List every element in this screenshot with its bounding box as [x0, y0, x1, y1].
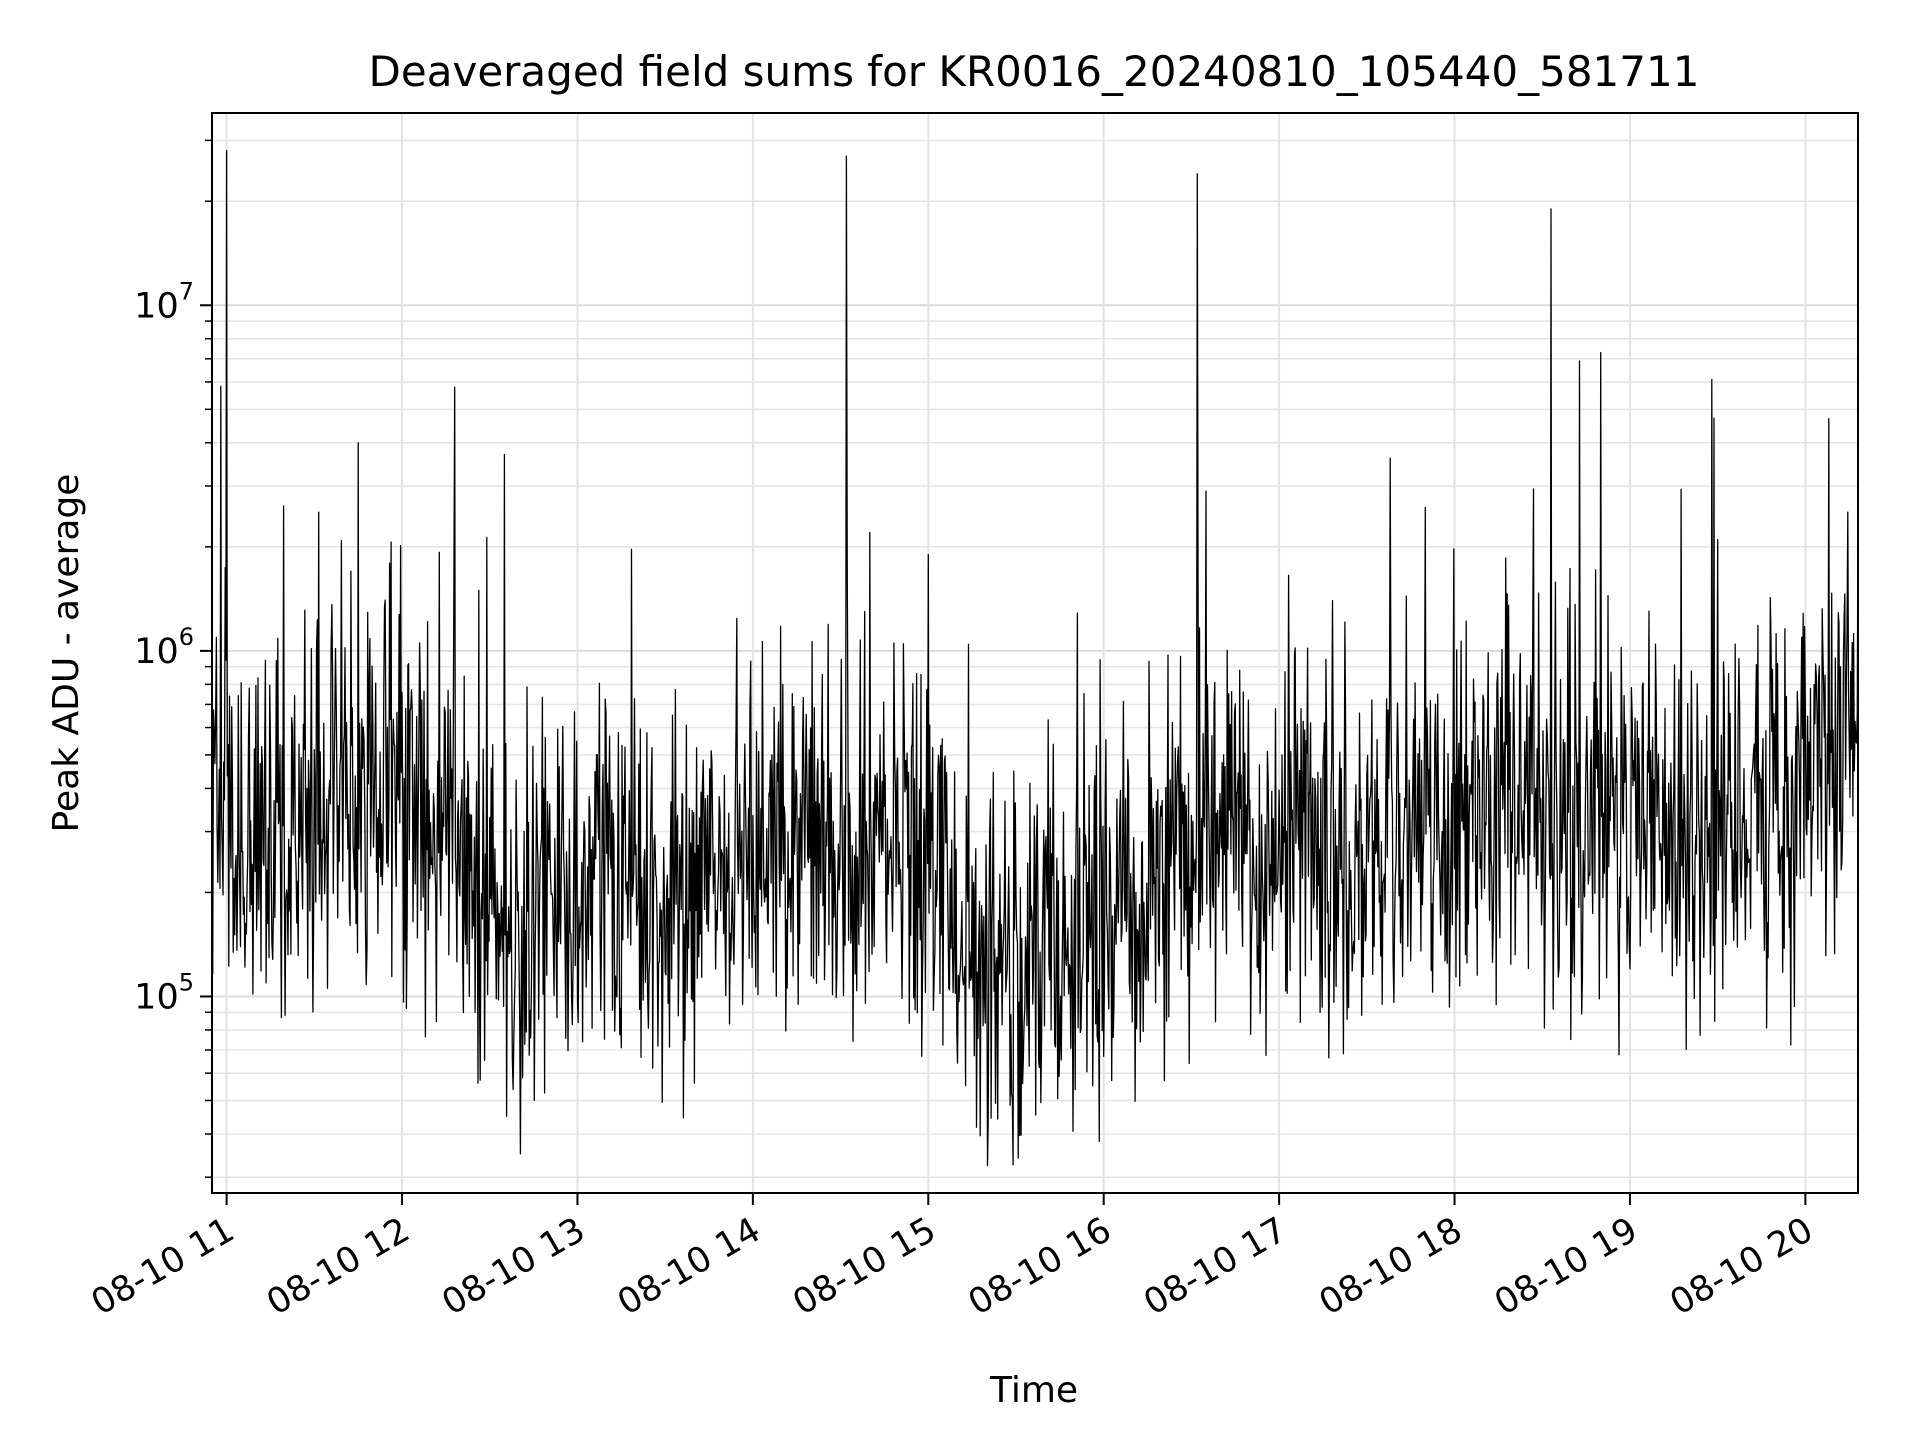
y-axis-label: Peak ADU - average: [46, 474, 87, 833]
chart-title: Deaveraged field sums for KR0016_2024081…: [369, 47, 1700, 96]
y-axis: 105 106 107: [134, 139, 212, 1178]
y-tick-label: 107: [134, 277, 194, 326]
series-line: [211, 150, 1859, 1167]
y-tick-label: 105: [134, 968, 194, 1017]
y-tick-label: 106: [134, 623, 194, 672]
x-axis-label: Time: [989, 1370, 1078, 1411]
series-polyline: [211, 150, 1859, 1167]
plot-frame: [211, 112, 1859, 1194]
